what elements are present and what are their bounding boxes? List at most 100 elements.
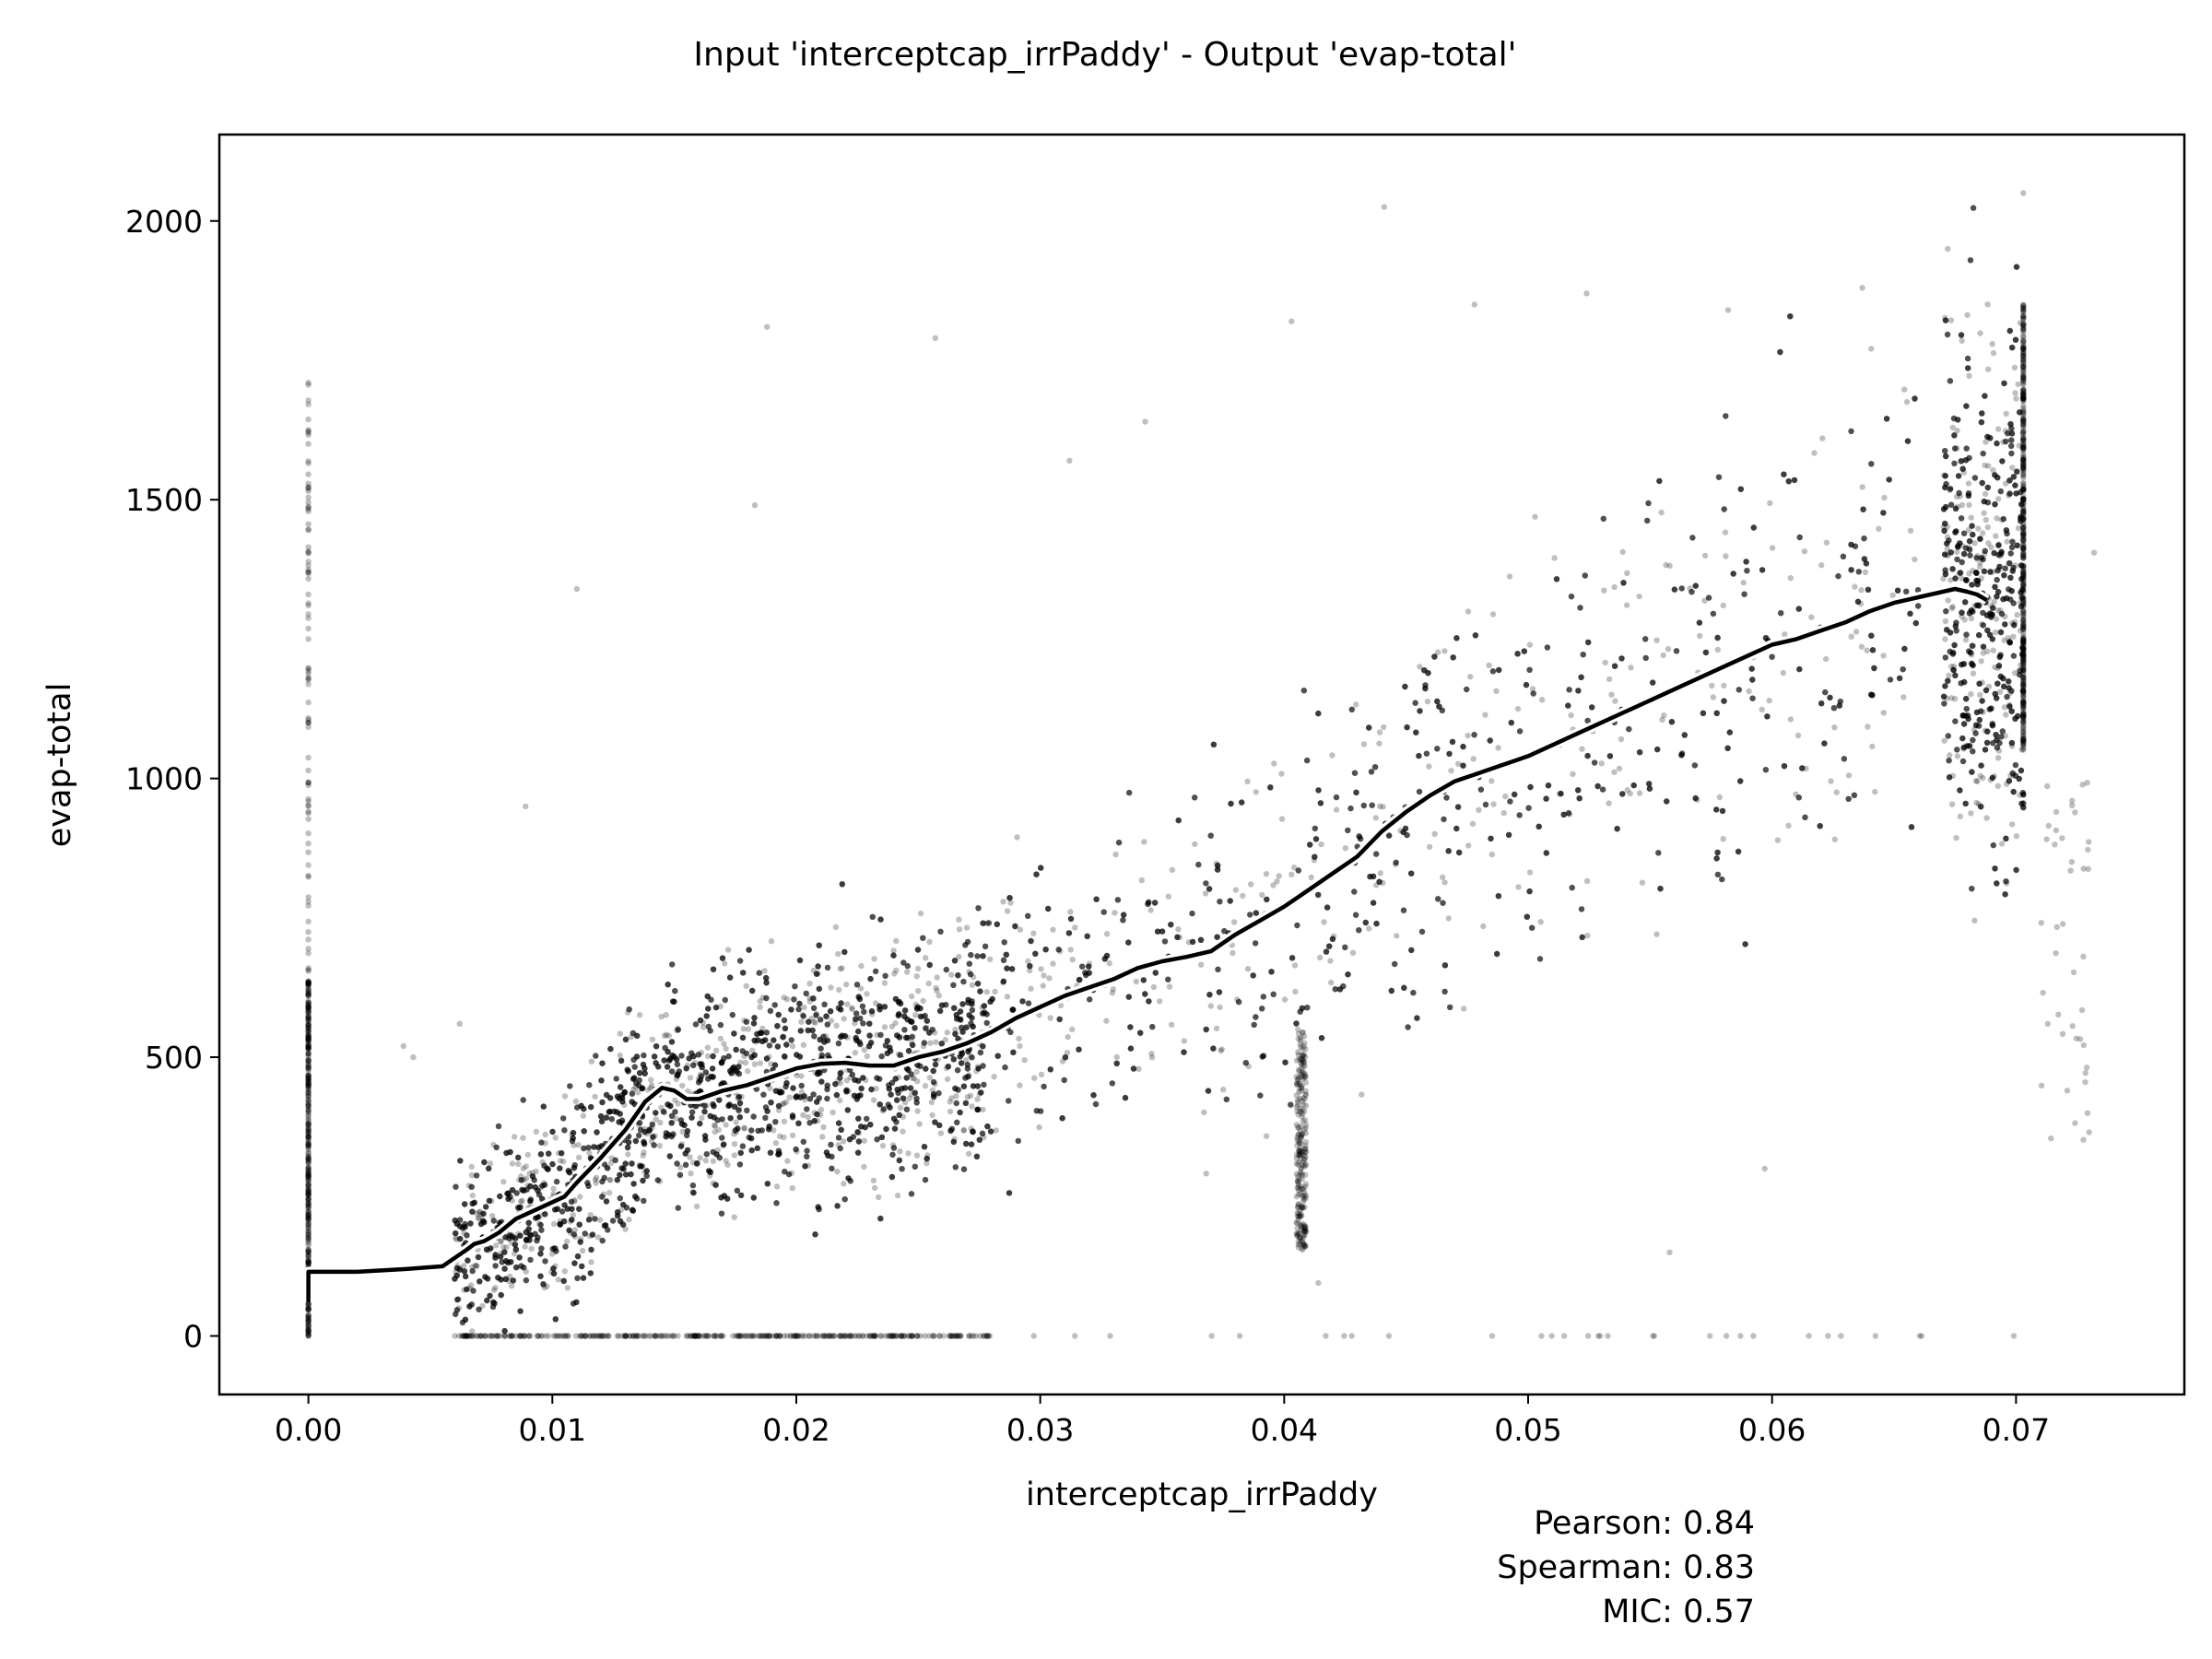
scatter-point bbox=[1966, 501, 1972, 509]
scatter-point bbox=[922, 1082, 929, 1089]
scatter-point bbox=[841, 1016, 847, 1022]
scatter-point bbox=[733, 1119, 739, 1125]
scatter-point bbox=[1858, 587, 1865, 594]
scatter-point bbox=[781, 1033, 787, 1040]
scatter-point bbox=[818, 1106, 825, 1113]
scatter-point bbox=[1989, 341, 1995, 347]
scatter-point bbox=[836, 986, 842, 994]
scatter-point bbox=[1987, 777, 1994, 783]
scatter-point bbox=[520, 1135, 526, 1141]
scatter-point bbox=[693, 1203, 700, 1210]
scatter-point bbox=[835, 950, 841, 958]
scatter-point bbox=[775, 1107, 782, 1113]
scatter-point bbox=[1213, 860, 1219, 867]
scatter-point bbox=[1974, 778, 1981, 784]
scatter-point bbox=[927, 1040, 934, 1046]
scatter-point bbox=[552, 1263, 559, 1269]
scatter-point bbox=[735, 1105, 743, 1112]
scatter-point bbox=[738, 1093, 745, 1100]
scatter-point bbox=[1532, 513, 1538, 520]
scatter-point bbox=[533, 1168, 539, 1175]
scatter-point bbox=[844, 1066, 851, 1074]
scatter-point bbox=[2015, 524, 2022, 532]
scatter-point bbox=[1954, 427, 1960, 434]
scatter-point bbox=[1721, 682, 1727, 689]
scatter-point bbox=[944, 1030, 951, 1036]
scatter-point bbox=[1947, 317, 1955, 324]
scatter-point bbox=[617, 1053, 623, 1059]
scatter-point bbox=[593, 1174, 600, 1181]
scatter-point bbox=[2020, 624, 2027, 631]
scatter-point bbox=[675, 1100, 681, 1107]
scatter-point bbox=[1992, 664, 1998, 671]
scatter-point bbox=[1864, 647, 1870, 653]
scatter-point bbox=[1166, 983, 1173, 990]
scatter-point bbox=[1716, 794, 1724, 801]
scatter-point bbox=[503, 1244, 510, 1251]
scatter-point bbox=[1445, 915, 1453, 922]
scatter-point bbox=[2017, 628, 2024, 634]
scatter-point bbox=[830, 1109, 836, 1116]
scatter-point bbox=[710, 1180, 716, 1187]
scatter-point bbox=[705, 1053, 712, 1060]
scatter-point bbox=[468, 1163, 475, 1171]
scatter-point bbox=[498, 1238, 504, 1245]
scatter-point bbox=[761, 968, 768, 974]
scatter-point bbox=[870, 1177, 877, 1184]
scatter-point bbox=[1538, 697, 1546, 703]
scatter-point bbox=[812, 1019, 818, 1026]
scatter-point bbox=[1176, 934, 1183, 941]
scatter-point bbox=[1329, 752, 1335, 759]
scatter-point bbox=[1947, 752, 1953, 759]
scatter-point bbox=[508, 1283, 515, 1289]
scatter-point bbox=[666, 1103, 673, 1110]
scatter-point bbox=[811, 1110, 818, 1116]
scatter-point bbox=[2020, 619, 2027, 626]
scatter-point bbox=[833, 1022, 840, 1030]
scatter-point bbox=[1612, 698, 1618, 704]
scatter-point bbox=[539, 1159, 546, 1166]
scatter-point bbox=[951, 1135, 958, 1143]
scatter-point bbox=[571, 1233, 579, 1241]
scatter-point bbox=[861, 1137, 867, 1144]
scatter-point bbox=[2018, 747, 2025, 753]
scatter-point bbox=[700, 1024, 707, 1030]
scatter-point bbox=[1278, 816, 1286, 822]
scatter-point bbox=[594, 1234, 602, 1241]
scatter-point bbox=[895, 1051, 902, 1058]
scatter-point bbox=[1244, 966, 1252, 972]
scatter-point bbox=[967, 1092, 974, 1100]
scatter-point bbox=[1288, 871, 1295, 878]
scatter-point bbox=[2004, 538, 2010, 545]
scatter-point bbox=[689, 1189, 696, 1195]
scatter-point bbox=[542, 1131, 548, 1138]
scatter-point bbox=[768, 938, 775, 945]
scatter-point bbox=[1720, 602, 1727, 609]
scatter-point bbox=[1606, 800, 1612, 806]
scatter-point bbox=[834, 1168, 841, 1175]
scatter-point bbox=[1995, 541, 2002, 547]
scatter-point bbox=[1971, 726, 1978, 733]
scatter-point bbox=[1951, 696, 1959, 702]
scatter-point bbox=[1985, 540, 1992, 547]
scatter-point bbox=[1944, 552, 1951, 559]
scatter-point bbox=[1981, 550, 1988, 558]
scatter-point bbox=[925, 980, 932, 987]
scatter-point bbox=[771, 1127, 777, 1134]
scatter-point bbox=[1169, 866, 1176, 874]
scatter-point bbox=[1000, 899, 1006, 905]
scatter-point bbox=[948, 1095, 955, 1101]
scatter-point bbox=[1997, 553, 2004, 559]
scatter-point bbox=[1263, 871, 1270, 877]
scatter-point bbox=[588, 1058, 595, 1065]
scatter-point bbox=[773, 1183, 781, 1190]
scatter-point bbox=[1017, 1042, 1023, 1050]
scatter-point bbox=[1181, 1038, 1188, 1044]
scatter-point bbox=[745, 1068, 751, 1075]
scatter-point bbox=[937, 1130, 945, 1136]
scatter-point bbox=[1971, 917, 1978, 924]
scatter-point bbox=[912, 1012, 919, 1018]
scatter-point bbox=[781, 994, 787, 1001]
scatter-point bbox=[897, 1104, 904, 1112]
